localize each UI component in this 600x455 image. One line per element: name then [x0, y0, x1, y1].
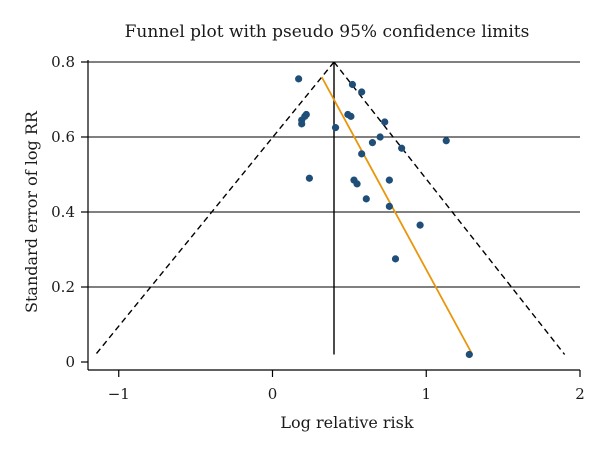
data-point-21	[398, 144, 406, 152]
y-tick-label-2: 0.4	[51, 203, 75, 221]
data-point-14	[362, 195, 370, 203]
y-tick-label-3: 0.6	[51, 128, 75, 146]
funnel-right-limit	[333, 61, 566, 355]
data-point-22	[416, 221, 424, 229]
x-tick-label-1: 0	[268, 385, 278, 403]
regression-line	[320, 76, 474, 355]
data-point-15	[368, 139, 377, 147]
data-point-8	[347, 112, 355, 120]
data-point-10	[358, 88, 366, 96]
y-tick-label-4: 0.8	[51, 53, 75, 71]
data-point-23	[442, 137, 450, 145]
axes: 0 0.2 0.4 0.6 0.8 −1 0 1 2	[51, 53, 585, 403]
funnel-left-limit	[95, 61, 335, 355]
x-tick-label-0: −1	[108, 385, 130, 403]
data-point-18	[385, 176, 393, 184]
y-tick-label-0: 0	[65, 353, 75, 371]
data-point-5	[305, 174, 313, 182]
data-point-17	[381, 118, 389, 126]
data-point-13	[358, 150, 366, 158]
y-axis-label: Standard error of log RR	[22, 110, 41, 313]
data-point-9	[348, 80, 357, 89]
data-point-0	[295, 75, 303, 83]
data-point-24	[465, 350, 473, 359]
y-tick-label-1: 0.2	[51, 278, 75, 296]
x-tick-label-2: 1	[421, 385, 431, 403]
data-point-6	[331, 124, 340, 132]
x-axis-label: Log relative risk	[280, 413, 413, 432]
data-point-19	[385, 202, 393, 210]
x-tick-label-3: 2	[575, 385, 585, 403]
funnel-limits	[95, 61, 566, 355]
chart-title: Funnel plot with pseudo 95% confidence l…	[125, 22, 530, 42]
data-point-4	[298, 120, 306, 128]
data-point-12	[353, 180, 361, 188]
data-point-20	[391, 255, 400, 263]
data-points	[295, 75, 473, 359]
data-point-16	[376, 133, 384, 141]
